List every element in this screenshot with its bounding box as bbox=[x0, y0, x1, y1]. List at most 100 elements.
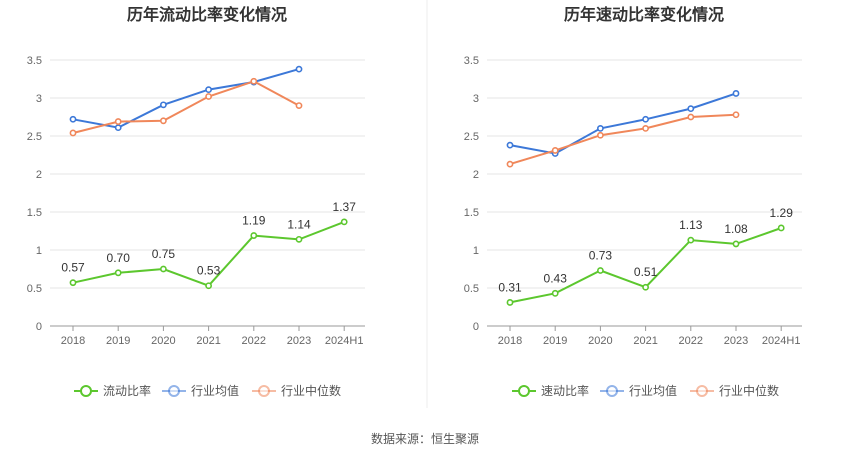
data-point bbox=[205, 93, 212, 100]
x-tick-label: 2024H1 bbox=[762, 335, 801, 347]
legend-label: 行业中位数 bbox=[281, 383, 341, 398]
data-point bbox=[597, 124, 604, 132]
data-point bbox=[159, 265, 167, 273]
data-point bbox=[340, 218, 348, 226]
data-point bbox=[687, 236, 695, 244]
data-point bbox=[114, 118, 122, 125]
x-tick-label: 2021 bbox=[633, 335, 657, 347]
data-point bbox=[250, 77, 258, 85]
x-tick-label: 2019 bbox=[543, 335, 567, 347]
data-point bbox=[205, 282, 212, 290]
data-point bbox=[114, 124, 122, 132]
legend-label: 流动比率 bbox=[103, 383, 151, 398]
data-label: 1.37 bbox=[333, 200, 357, 214]
data-label: 0.70 bbox=[107, 251, 131, 265]
data-label: 0.43 bbox=[544, 271, 568, 285]
y-tick-label: 1 bbox=[36, 245, 42, 257]
legend-marker bbox=[168, 385, 180, 397]
legend-marker bbox=[518, 385, 530, 397]
current-ratio-chart: 历年流动比率变化情况 0 0.5 1 1.5 2 2.5 3 3.5 2018 2019 2020 20… bbox=[27, 5, 365, 398]
x-tick-label: 2023 bbox=[724, 335, 748, 347]
data-point bbox=[687, 105, 695, 113]
series-line-1 bbox=[72, 68, 300, 129]
data-point bbox=[642, 124, 649, 132]
legend-label: 行业均值 bbox=[191, 383, 239, 398]
y-tick-label: 2.5 bbox=[464, 131, 479, 143]
data-point bbox=[250, 232, 258, 239]
series-line-2 bbox=[72, 80, 300, 134]
series-line-1 bbox=[509, 92, 737, 155]
y-tick-label: 3 bbox=[473, 93, 479, 105]
data-point bbox=[777, 224, 785, 232]
y-tick-label: 2 bbox=[473, 169, 479, 181]
x-tick-label: 2024H1 bbox=[325, 335, 364, 347]
data-label: 0.75 bbox=[152, 247, 176, 261]
y-tick-label: 3 bbox=[36, 93, 42, 105]
y-tick-label: 3.5 bbox=[27, 55, 42, 67]
data-point bbox=[114, 269, 122, 277]
y-tick-label: 0 bbox=[36, 321, 42, 333]
data-label: 1.08 bbox=[724, 222, 748, 236]
data-point bbox=[69, 129, 77, 137]
legend-label: 行业均值 bbox=[629, 383, 677, 398]
x-tick-label: 2022 bbox=[679, 335, 703, 347]
chart-title: 历年速动比率变化情况 bbox=[564, 5, 724, 24]
legend-label: 速动比率 bbox=[541, 383, 589, 398]
data-point bbox=[551, 147, 559, 154]
x-tick-label: 2023 bbox=[287, 335, 311, 347]
data-point bbox=[506, 160, 514, 168]
x-tick-label: 2018 bbox=[498, 335, 522, 347]
data-point bbox=[597, 131, 604, 139]
data-point bbox=[506, 141, 514, 149]
data-point bbox=[732, 111, 740, 119]
legend-marker bbox=[696, 385, 708, 397]
data-label: 0.53 bbox=[197, 264, 221, 278]
legend-marker bbox=[606, 385, 618, 397]
data-label: 1.14 bbox=[287, 217, 311, 231]
y-tick-label: 2 bbox=[36, 169, 42, 181]
data-label: 0.73 bbox=[589, 249, 613, 263]
y-tick-label: 2.5 bbox=[27, 131, 42, 143]
chart-title: 历年流动比率变化情况 bbox=[127, 5, 287, 24]
data-label: 0.51 bbox=[634, 265, 658, 279]
data-point bbox=[732, 90, 740, 97]
data-point bbox=[732, 240, 740, 248]
legend-marker bbox=[80, 385, 92, 397]
data-label: 0.57 bbox=[61, 261, 85, 275]
data-label: 0.31 bbox=[498, 280, 522, 294]
data-point bbox=[69, 115, 77, 123]
data-point bbox=[295, 65, 303, 73]
y-tick-label: 1.5 bbox=[464, 207, 479, 219]
data-point bbox=[295, 102, 303, 109]
data-point bbox=[642, 115, 649, 123]
series-line-2 bbox=[509, 113, 737, 166]
data-label: 1.13 bbox=[679, 218, 703, 232]
data-point bbox=[159, 117, 167, 125]
y-tick-label: 1 bbox=[473, 245, 479, 257]
legend-marker bbox=[258, 385, 270, 397]
data-source: 数据来源：恒生聚源 bbox=[371, 431, 479, 446]
x-tick-label: 2018 bbox=[61, 335, 85, 347]
data-point bbox=[642, 283, 649, 291]
legend-label: 行业中位数 bbox=[719, 383, 779, 398]
y-tick-label: 3.5 bbox=[464, 55, 479, 67]
data-label: 1.29 bbox=[770, 206, 794, 220]
data-label: 1.19 bbox=[242, 214, 266, 228]
data-point bbox=[597, 267, 604, 274]
data-point bbox=[205, 86, 212, 94]
y-tick-label: 0.5 bbox=[464, 283, 479, 295]
y-tick-label: 1.5 bbox=[27, 207, 42, 219]
x-tick-label: 2022 bbox=[242, 335, 266, 347]
data-point bbox=[687, 113, 695, 121]
x-tick-label: 2019 bbox=[106, 335, 130, 347]
x-tick-label: 2020 bbox=[588, 335, 612, 347]
data-point bbox=[159, 101, 167, 109]
x-tick-label: 2021 bbox=[196, 335, 220, 347]
data-point bbox=[506, 299, 514, 306]
data-point bbox=[295, 235, 303, 243]
y-tick-label: 0.5 bbox=[27, 283, 42, 295]
x-tick-label: 2020 bbox=[151, 335, 175, 347]
data-point bbox=[551, 289, 559, 297]
y-tick-label: 0 bbox=[473, 321, 479, 333]
